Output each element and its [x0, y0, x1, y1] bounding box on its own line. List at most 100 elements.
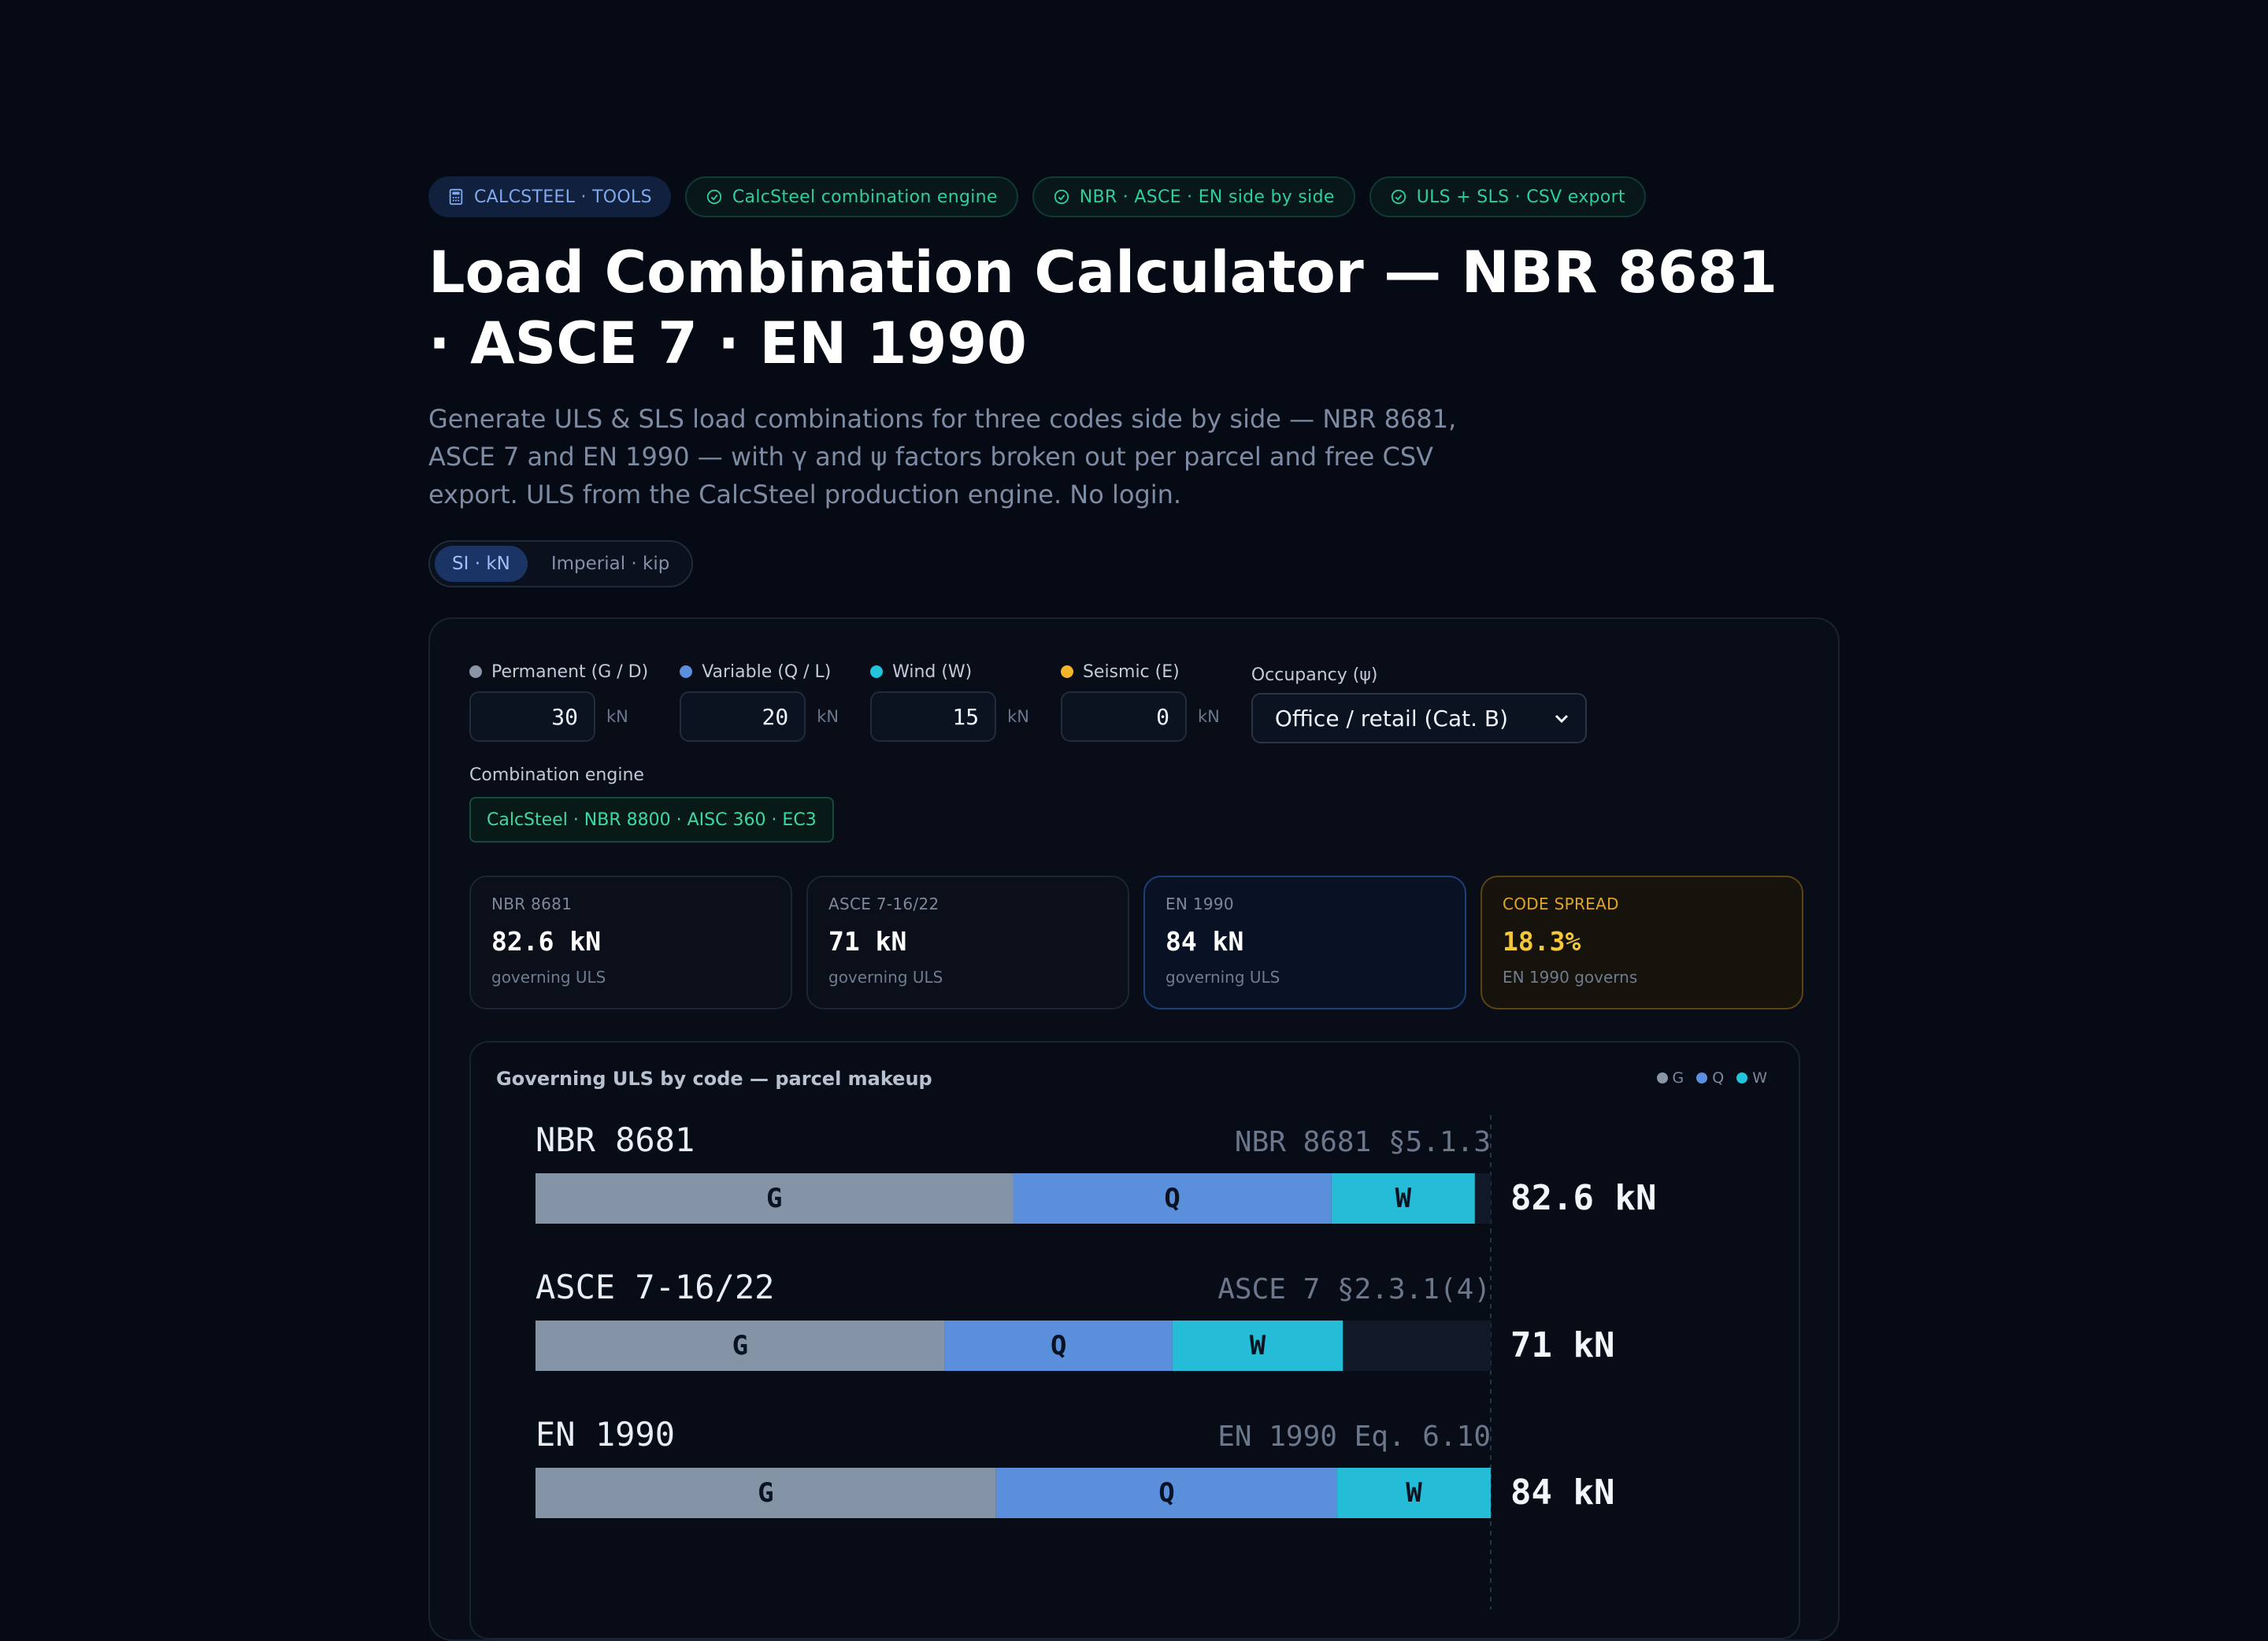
bar-clause-label: ASCE 7 §2.3.1(4) — [1217, 1273, 1491, 1306]
bar-segment-q — [1013, 1173, 1332, 1224]
seismic-label-row: Seismic (E) — [1060, 660, 1220, 683]
engine-label: Combination engine — [469, 765, 644, 785]
card-en: EN 1990 84 kN governing ULS — [1143, 876, 1466, 1009]
badge-row: CALCSTEEL · TOOLS CalcSteel combination … — [428, 176, 1840, 217]
bar-segment-label: G — [766, 1183, 782, 1214]
result-cards: NBR 8681 82.6 kN governing ULS ASCE 7-16… — [469, 876, 1803, 1009]
unit-toggle: SI · kN Imperial · kip — [428, 540, 694, 587]
calculator-panel: Permanent (G / D) 30 kN Variable (Q / L)… — [428, 617, 1840, 1641]
card-value: 71 kN — [828, 926, 907, 957]
bar-clause-label: EN 1990 Eq. 6.10 — [1217, 1421, 1491, 1453]
bar-segment-label: Q — [1051, 1330, 1066, 1361]
bar-total-label: 71 kN — [1510, 1325, 1614, 1365]
wind-dot-icon — [870, 665, 884, 678]
chart-plot: NBR 8681 NBR 8681 §5.1.3 G Q W 82.6 kN ASCE 7-… — [536, 1115, 1656, 1610]
bar-clause-label: NBR 8681 §5.1.3 — [1235, 1126, 1491, 1158]
seismic-row: 0 kN — [1060, 691, 1220, 742]
card-value: 84 kN — [1166, 926, 1244, 957]
occupancy-select[interactable]: Office / retail (Cat. B) — [1251, 693, 1587, 743]
permanent-label: Permanent (G / D) — [491, 661, 649, 682]
bar-total-label: 82.6 kN — [1510, 1178, 1656, 1218]
permanent-row: 30 kN — [469, 691, 648, 742]
bar-segment-w — [1337, 1468, 1491, 1518]
bar-segment-label: G — [758, 1477, 773, 1509]
chevron-down-icon — [1555, 714, 1568, 724]
check-circle-icon — [1391, 189, 1406, 205]
legend-label: Q — [1712, 1069, 1725, 1087]
page-title: Load Combination Calculator — NBR 8681 ·… — [428, 239, 1778, 377]
unit-si-button[interactable]: SI · kN — [435, 546, 528, 582]
wind-row: 15 kN — [870, 691, 1029, 742]
bar-category-label: EN 1990 — [536, 1415, 675, 1454]
badge-label: CALCSTEEL · TOOLS — [474, 187, 652, 207]
legend-label: G — [1672, 1069, 1684, 1087]
badge-export: ULS + SLS · CSV export — [1369, 176, 1646, 217]
page: CALCSTEEL · TOOLS CalcSteel combination … — [428, 176, 1840, 1641]
legend-item-g: G — [1656, 1069, 1684, 1087]
bar-segment-label: W — [1250, 1330, 1266, 1361]
badge-engine: CalcSteel combination engine — [684, 176, 1018, 217]
bar-segment-g — [536, 1321, 945, 1371]
engine-chip: CalcSteel · NBR 8800 · AISC 360 · EC3 — [469, 797, 834, 843]
card-asce: ASCE 7-16/22 71 kN governing ULS — [806, 876, 1129, 1009]
uls-chart: Governing ULS by code — parcel makeup G … — [469, 1041, 1800, 1639]
bar-segment-q — [944, 1321, 1173, 1371]
card-spread: CODE SPREAD 18.3% EN 1990 governs — [1480, 876, 1803, 1009]
bar-segment-label: W — [1406, 1477, 1422, 1509]
bar-category-label: ASCE 7-16/22 — [536, 1268, 774, 1306]
permanent-label-row: Permanent (G / D) — [469, 660, 648, 683]
card-sub: governing ULS — [1166, 968, 1280, 987]
card-value: 82.6 kN — [491, 926, 602, 957]
bar-segment-label: G — [732, 1330, 748, 1361]
bar-segment-label: Q — [1164, 1183, 1180, 1214]
card-value: 18.3% — [1503, 926, 1581, 957]
permanent-field: Permanent (G / D) 30 kN — [469, 660, 648, 743]
legend-item-q: Q — [1696, 1069, 1724, 1087]
check-circle-icon — [1054, 189, 1069, 205]
card-sub: governing ULS — [828, 968, 943, 987]
bar-segment-q — [995, 1468, 1338, 1518]
seismic-dot-icon — [1060, 665, 1073, 678]
badge-label: NBR · ASCE · EN side by side — [1079, 187, 1335, 207]
variable-label-row: Variable (Q / L) — [680, 660, 839, 683]
bar-segment-w — [1331, 1173, 1475, 1224]
wind-field: Wind (W) 15 kN — [870, 660, 1029, 743]
legend-dot-icon — [1696, 1072, 1708, 1084]
seismic-label: Seismic (E) — [1082, 661, 1180, 682]
occupancy-label: Occupancy (ψ) — [1251, 665, 1378, 685]
variable-field: Variable (Q / L) 20 kN — [680, 660, 839, 743]
badge-calcsteel-tools: CALCSTEEL · TOOLS — [428, 176, 671, 217]
legend-dot-icon — [1736, 1072, 1748, 1084]
permanent-unit: kN — [606, 707, 628, 726]
bar-total-label: 84 kN — [1510, 1472, 1614, 1513]
card-code: NBR 8681 — [491, 895, 573, 913]
wind-unit: kN — [1007, 707, 1029, 726]
legend-label: W — [1752, 1069, 1767, 1087]
variable-row: 20 kN — [680, 691, 839, 742]
occupancy-field: Occupancy (ψ) Office / retail (Cat. B) — [1251, 660, 1587, 743]
badge-label: ULS + SLS · CSV export — [1416, 187, 1625, 207]
wind-label-row: Wind (W) — [870, 660, 1029, 683]
card-nbr: NBR 8681 82.6 kN governing ULS — [469, 876, 792, 1009]
calculator-icon — [449, 188, 463, 206]
card-code: EN 1990 — [1166, 895, 1234, 913]
seismic-input[interactable]: 0 — [1060, 691, 1187, 742]
legend-item-w: W — [1736, 1069, 1767, 1087]
bar-segment-g — [536, 1173, 1014, 1224]
seismic-unit: kN — [1197, 707, 1220, 726]
load-inputs: Permanent (G / D) 30 kN Variable (Q / L)… — [469, 660, 1587, 743]
chart-title: Governing ULS by code — parcel makeup — [496, 1068, 932, 1090]
occupancy-row: Office / retail (Cat. B) — [1251, 693, 1587, 743]
permanent-input[interactable]: 30 — [469, 691, 595, 742]
permanent-dot-icon — [469, 665, 482, 678]
unit-imperial-button[interactable]: Imperial · kip — [550, 554, 670, 574]
badge-codes: NBR · ASCE · EN side by side — [1032, 176, 1355, 217]
variable-unit: kN — [817, 707, 839, 726]
badge-label: CalcSteel combination engine — [732, 187, 998, 207]
bar-segment-w — [1172, 1321, 1343, 1371]
chart-legend: G Q W — [1656, 1069, 1767, 1087]
bar-category-label: NBR 8681 — [536, 1121, 695, 1159]
variable-input[interactable]: 20 — [680, 691, 806, 742]
wind-input[interactable]: 15 — [870, 691, 997, 742]
occupancy-value: Office / retail (Cat. B) — [1274, 705, 1509, 732]
